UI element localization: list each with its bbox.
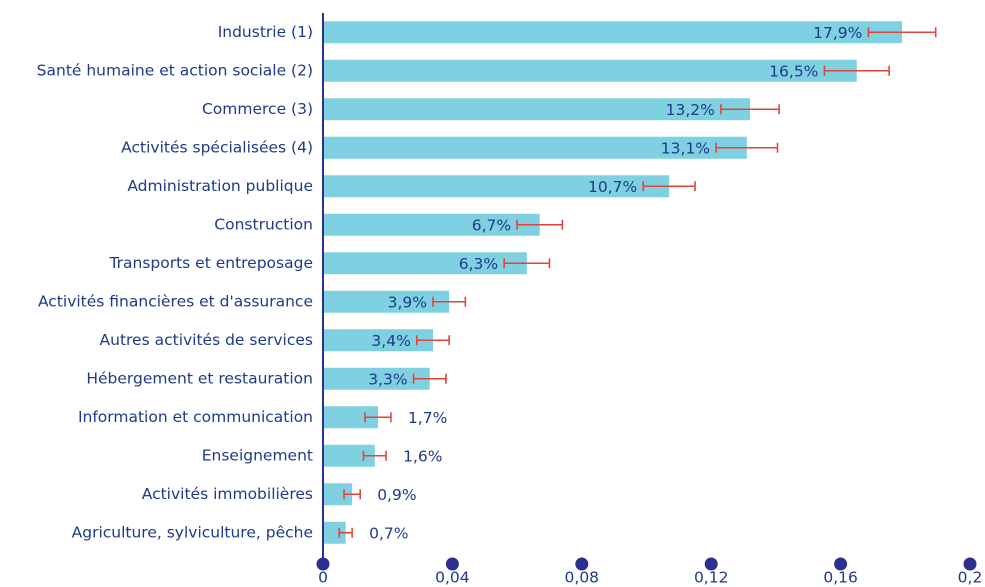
x-tick-label: 0,08 bbox=[565, 569, 600, 587]
x-tick-dot bbox=[445, 557, 459, 571]
category-label: Activités immobilières bbox=[142, 485, 313, 503]
value-label: 17,9% bbox=[813, 24, 862, 42]
x-tick-label: 0,16 bbox=[823, 569, 858, 587]
bar bbox=[323, 59, 857, 82]
category-label: Industrie (1) bbox=[218, 23, 313, 41]
value-label: 13,2% bbox=[666, 101, 715, 119]
bar bbox=[323, 367, 430, 390]
category-label: Santé humaine et action sociale (2) bbox=[37, 61, 313, 79]
value-label: 10,7% bbox=[588, 178, 637, 196]
x-tick-label: 0 bbox=[318, 569, 328, 587]
value-label: 13,1% bbox=[661, 139, 710, 157]
bar bbox=[323, 98, 751, 121]
bar bbox=[323, 136, 747, 159]
value-label: 16,5% bbox=[769, 62, 818, 80]
value-label: 3,9% bbox=[388, 293, 427, 311]
value-label: 6,3% bbox=[459, 255, 498, 273]
bar bbox=[323, 406, 378, 429]
category-label: Commerce (3) bbox=[202, 100, 313, 118]
category-label: Autres activités de services bbox=[100, 331, 313, 349]
category-label: Agriculture, sylviculture, pêche bbox=[72, 523, 313, 541]
bar bbox=[323, 21, 903, 44]
category-label: Activités financières et d'assurance bbox=[38, 292, 313, 310]
x-tick-dot bbox=[963, 557, 977, 571]
bar bbox=[323, 290, 450, 313]
category-label: Information et communication bbox=[78, 408, 313, 426]
bar bbox=[323, 521, 346, 544]
x-tick-label: 0,04 bbox=[435, 569, 470, 587]
x-tick-label: 0,12 bbox=[694, 569, 729, 587]
bar bbox=[323, 252, 527, 275]
bar bbox=[323, 329, 433, 352]
x-tick-dot bbox=[316, 557, 330, 571]
bar bbox=[323, 175, 670, 198]
x-tick-dot bbox=[575, 557, 589, 571]
category-label: Activités spécialisées (4) bbox=[121, 138, 313, 156]
category-label: Enseignement bbox=[202, 446, 313, 464]
value-label: 3,4% bbox=[371, 332, 410, 350]
bar bbox=[323, 444, 375, 467]
value-label: 0,9% bbox=[377, 486, 416, 504]
bar bbox=[323, 213, 540, 236]
x-tick-dot bbox=[704, 557, 718, 571]
value-label: 1,7% bbox=[408, 409, 447, 427]
category-label: Construction bbox=[214, 215, 313, 233]
x-tick-label: 0,2 bbox=[958, 569, 983, 587]
value-label: 6,7% bbox=[472, 216, 511, 234]
category-label: Hébergement et restauration bbox=[86, 369, 313, 387]
category-label: Administration publique bbox=[127, 177, 313, 195]
category-label: Transports et entreposage bbox=[108, 254, 313, 272]
value-label: 1,6% bbox=[403, 447, 442, 465]
value-label: 0,7% bbox=[369, 524, 408, 542]
bar bbox=[323, 483, 353, 506]
value-label: 3,3% bbox=[368, 370, 407, 388]
x-tick-dot bbox=[834, 557, 848, 571]
